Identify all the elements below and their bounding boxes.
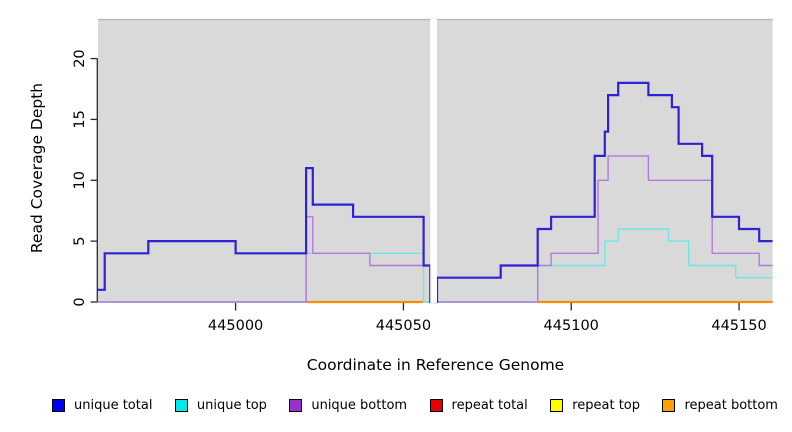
legend-swatch xyxy=(52,398,65,412)
x-tick-label: 445150 xyxy=(711,318,766,334)
legend: unique total unique top unique bottom repea… xyxy=(52,394,778,416)
legend-swatch xyxy=(289,398,303,412)
legend-item-unique-top: unique top xyxy=(174,397,267,413)
legend-swatch xyxy=(174,398,188,412)
x-tick-label: 445000 xyxy=(208,318,263,334)
x-axis: 445000 445050 445100 445150 xyxy=(208,303,767,334)
legend-swatch xyxy=(550,398,564,412)
y-tick-label: 20 xyxy=(72,49,88,67)
series-unique-top xyxy=(98,228,773,303)
legend-label: unique top xyxy=(196,397,267,413)
legend-swatch xyxy=(662,398,676,412)
x-axis-label: Coordinate in Reference Genome xyxy=(306,356,565,374)
legend-label: repeat top xyxy=(572,397,640,413)
legend-item-repeat-top: repeat top xyxy=(550,398,640,413)
legend-label: unique total xyxy=(74,397,153,413)
y-axis-label: Read Coverage Depth xyxy=(28,82,46,254)
legend-item-repeat-total: repeat total xyxy=(429,397,528,413)
gap-band xyxy=(430,19,437,303)
legend-item-repeat-bottom: repeat bottom xyxy=(662,398,778,413)
legend-label: unique bottom xyxy=(311,397,408,413)
legend-item-unique-bottom: unique bottom xyxy=(289,398,407,413)
legend-label: repeat bottom xyxy=(684,397,778,413)
x-tick-label: 445050 xyxy=(376,318,431,334)
y-tick-label: 0 xyxy=(72,297,88,306)
legend-item-unique-total: unique total xyxy=(52,398,152,413)
legend-label: repeat total xyxy=(451,397,528,413)
legend-swatch xyxy=(429,398,443,412)
series-unique-total xyxy=(98,81,773,304)
y-tick-label: 5 xyxy=(72,237,88,246)
x-tick-label: 445100 xyxy=(544,318,599,334)
y-axis: 0 5 10 15 20 xyxy=(72,49,98,307)
y-tick-label: 10 xyxy=(72,171,88,189)
y-tick-label: 15 xyxy=(72,110,88,128)
